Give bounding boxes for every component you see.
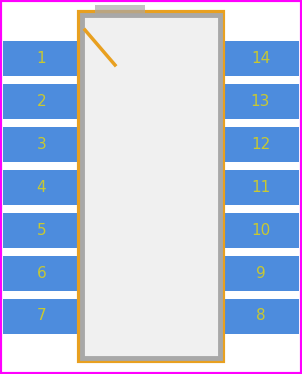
Bar [222, 169, 299, 205]
Bar [3, 298, 80, 334]
Bar [3, 83, 80, 119]
Text: 8: 8 [256, 309, 265, 324]
Bar [79, 12, 223, 361]
Bar [3, 40, 80, 76]
Bar [222, 255, 299, 291]
Text: 14: 14 [251, 50, 270, 65]
Bar [3, 126, 80, 162]
Text: 6: 6 [37, 266, 47, 280]
Text: 9: 9 [255, 266, 265, 280]
Bar [82, 15, 220, 358]
Text: 2: 2 [37, 94, 46, 108]
Bar [3, 212, 80, 248]
Bar [95, 5, 145, 13]
Text: 12: 12 [251, 137, 270, 151]
Text: 10: 10 [251, 223, 270, 237]
Text: 11: 11 [251, 180, 270, 194]
Bar [222, 298, 299, 334]
Text: 13: 13 [251, 94, 270, 108]
Text: 7: 7 [37, 309, 46, 324]
Text: 5: 5 [37, 223, 46, 237]
Bar [222, 40, 299, 76]
Bar [3, 169, 80, 205]
Text: 4: 4 [37, 180, 46, 194]
Text: 3: 3 [37, 137, 47, 151]
Bar [3, 255, 80, 291]
Bar [222, 212, 299, 248]
Bar [222, 126, 299, 162]
Text: 1: 1 [37, 50, 46, 65]
Bar [222, 83, 299, 119]
